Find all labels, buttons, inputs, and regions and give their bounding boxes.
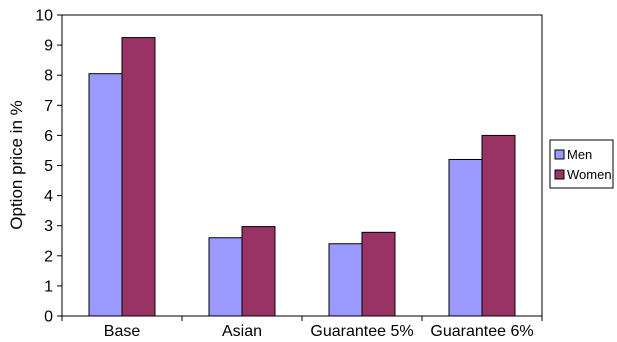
y-tick-label: 4 bbox=[44, 188, 53, 205]
y-tick-label: 5 bbox=[44, 158, 53, 175]
y-tick-label: 9 bbox=[44, 38, 53, 55]
x-tick-label: Asian bbox=[222, 323, 262, 340]
y-tick-label: 0 bbox=[44, 309, 53, 326]
y-tick-label: 6 bbox=[44, 128, 53, 145]
bar-men-guarantee-5- bbox=[328, 243, 363, 317]
y-tick-label: 2 bbox=[44, 248, 53, 265]
y-tick-label: 8 bbox=[44, 68, 53, 85]
y-axis-label: Option price in % bbox=[7, 100, 26, 229]
y-tick-label: 3 bbox=[44, 218, 53, 235]
legend-swatch-women bbox=[554, 169, 565, 180]
legend: Men Women bbox=[549, 139, 614, 189]
legend-box bbox=[549, 139, 614, 189]
legend-label-women: Women bbox=[567, 167, 612, 182]
x-tick-label: Guarantee 6% bbox=[430, 323, 533, 340]
y-tick-label: 1 bbox=[44, 278, 53, 295]
bar-women-guarantee-6- bbox=[481, 134, 516, 317]
legend-swatch-men bbox=[554, 149, 565, 160]
x-tick-label: Base bbox=[104, 323, 141, 340]
bar-women-base bbox=[121, 37, 156, 317]
bar-men-asian bbox=[208, 237, 243, 317]
bar-women-asian bbox=[241, 226, 276, 317]
bar-men-base bbox=[88, 73, 123, 317]
x-tick-label: Guarantee 5% bbox=[310, 323, 413, 340]
y-tick-label: 7 bbox=[44, 98, 53, 115]
plot-area: 0 1 2 3 4 5 6 7 8 9 10 Base Asian Guarantee 5% Guarant… bbox=[35, 8, 543, 340]
y-tick-label: 10 bbox=[35, 8, 53, 25]
bar-men-guarantee-6- bbox=[448, 158, 483, 317]
legend-label-men: Men bbox=[567, 147, 592, 162]
bar-women-guarantee-5- bbox=[361, 231, 396, 317]
